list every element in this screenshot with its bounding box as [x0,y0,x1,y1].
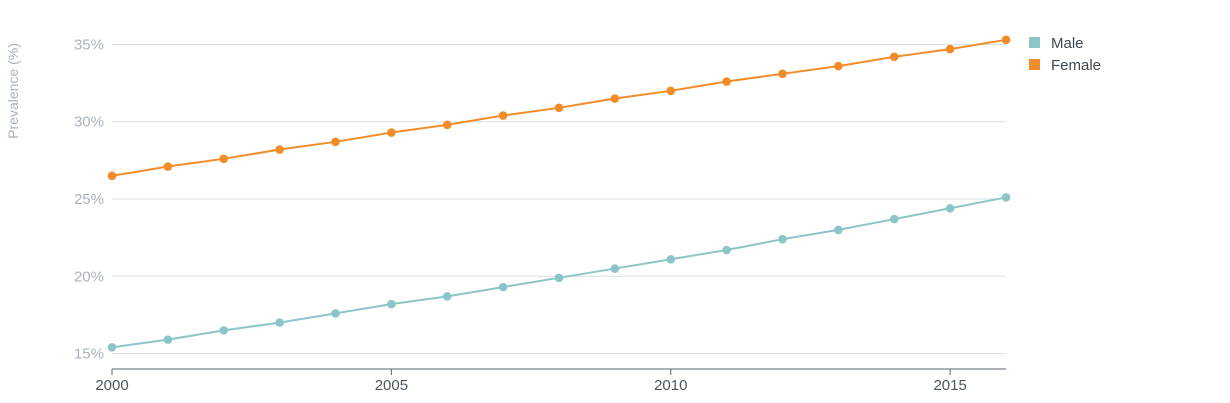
data-point-female[interactable] [722,77,731,86]
data-point-male[interactable] [331,309,340,318]
legend-item-female[interactable]: Female [1029,57,1101,74]
data-point-male[interactable] [666,254,676,264]
data-point-female[interactable] [554,103,564,113]
data-point-male[interactable] [1001,193,1011,202]
data-point-male[interactable] [498,282,508,292]
data-point-female[interactable] [610,94,620,103]
y-tick-label: 20% [74,268,104,285]
y-tick-label: 15% [74,346,104,363]
data-point-female[interactable] [498,111,508,120]
y-axis-label: Prevalence (%) [5,43,21,139]
data-point-female[interactable] [945,44,955,54]
x-axis: 2000 2005 2010 2015 [95,368,1006,394]
data-point-female[interactable] [219,154,229,164]
data-point-female[interactable] [778,69,787,79]
data-point-female[interactable] [834,61,843,71]
data-point-male[interactable] [107,343,117,352]
data-point-male[interactable] [834,225,843,235]
legend-label: Male [1051,35,1084,52]
x-tick-label: 2015 [933,377,966,394]
series-female [107,35,1011,181]
data-point-male[interactable] [554,273,564,283]
data-point-male[interactable] [387,299,396,309]
series-male [107,193,1011,352]
series-lines [107,35,1011,352]
legend-label: Female [1051,57,1101,74]
data-point-male[interactable] [945,203,955,213]
data-point-female[interactable] [1001,35,1011,45]
series-line-male [111,196,1007,349]
data-point-female[interactable] [331,137,340,147]
data-point-male[interactable] [219,326,229,335]
data-point-male[interactable] [163,335,173,344]
data-point-female[interactable] [387,128,396,137]
legend-swatch [1029,59,1040,70]
data-point-female[interactable] [889,52,899,62]
grid-lines [112,43,1006,355]
data-point-male[interactable] [889,214,899,224]
legend-swatch [1029,37,1040,48]
data-point-male[interactable] [778,234,787,244]
data-point-female[interactable] [275,145,284,154]
data-point-male[interactable] [610,264,620,273]
y-axis-ticks: 15% 20% 25% 30% 35% [74,36,104,362]
y-tick-label: 25% [74,191,104,208]
data-point-female[interactable] [442,120,452,130]
x-tick-label: 2005 [375,377,408,394]
data-point-male[interactable] [722,245,731,255]
legend-item-male[interactable]: Male [1029,35,1084,52]
legend: Male Female [1029,35,1101,74]
data-point-female[interactable] [666,86,676,96]
x-tick-label: 2000 [95,377,128,394]
x-tick-label: 2010 [654,377,687,394]
y-tick-label: 30% [74,114,104,131]
data-point-male[interactable] [442,292,452,301]
data-point-male[interactable] [275,318,284,327]
data-point-female[interactable] [163,162,173,171]
data-point-female[interactable] [107,171,117,181]
y-tick-label: 35% [74,36,104,53]
